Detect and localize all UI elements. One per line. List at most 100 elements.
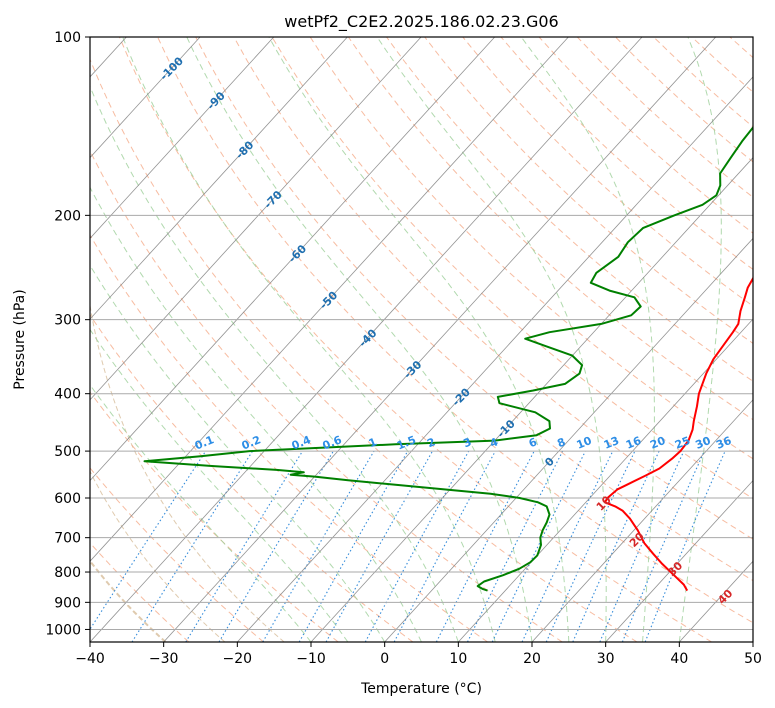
dry-adiabat <box>309 37 753 460</box>
mixing-ratio-line <box>364 450 470 642</box>
mixing-ratio-label: 1.5 <box>395 433 418 452</box>
dry-adiabat <box>90 542 190 642</box>
mixing-ratio-label: 0.1 <box>193 433 216 452</box>
mixing-ratio-label: 1 <box>367 435 379 450</box>
mixing-ratio-line <box>491 450 586 642</box>
x-axis-label: Temperature (°C) <box>360 681 482 697</box>
isotherm-line <box>752 641 753 642</box>
mixing-ratio-label: 36 <box>714 434 733 452</box>
dry-adiabat <box>386 37 753 382</box>
y-tick-label: 600 <box>54 491 81 507</box>
dry-adiabat <box>271 37 753 500</box>
mixing-ratio-line <box>467 450 564 642</box>
y-tick-label: 700 <box>54 531 81 547</box>
x-tick-label: 30 <box>597 651 615 667</box>
mixing-ratio-line <box>185 450 304 642</box>
mixing-ratio-lines <box>90 450 726 642</box>
mixing-ratio-line <box>262 450 375 642</box>
y-tick-label: 400 <box>54 387 81 403</box>
isotherm-line <box>90 37 569 562</box>
moist-adiabat <box>678 37 722 642</box>
theta-labels: 10 20 30 40 <box>594 493 736 607</box>
isotherm-line <box>90 37 275 239</box>
isotherm-line <box>163 37 717 642</box>
x-tick-label: −40 <box>75 651 105 667</box>
plot-background: -100-90-80-70-60-50-40-30-20-100 0.1 0.2 0… <box>90 37 753 642</box>
mixing-ratio-line <box>621 450 705 642</box>
mixing-ratio-line <box>90 450 207 631</box>
x-tick-label: −10 <box>296 651 326 667</box>
mixing-ratio-line <box>572 450 660 642</box>
mixing-ratio-label: 0.6 <box>321 433 344 452</box>
mixing-ratio-label: 25 <box>673 434 692 452</box>
dry-adiabat <box>195 37 753 582</box>
dry-adiabat <box>90 391 339 642</box>
isotherm-line <box>90 37 201 159</box>
dry-adiabat <box>118 37 712 642</box>
dry-adiabat <box>90 467 264 642</box>
dry-adiabat <box>157 37 753 624</box>
mixing-ratio-line <box>644 450 726 642</box>
y-tick-label: 1000 <box>45 622 81 638</box>
moist-adiabat <box>90 328 349 642</box>
y-tick-label: 800 <box>54 565 81 581</box>
x-tick-label: 10 <box>449 651 467 667</box>
mixing-ratio-label: 8 <box>555 435 567 450</box>
isotherm-line <box>90 37 348 320</box>
mixing-ratio-line <box>599 450 685 642</box>
moist-adiabat <box>186 37 533 642</box>
dry-adiabat <box>90 313 414 642</box>
theta-label: 20 <box>627 530 647 550</box>
mixing-ratio-label: 16 <box>624 434 643 452</box>
chart-title: wetPf2_C2E2.2025.186.02.23.G06 <box>284 12 558 32</box>
moist-adiabat <box>122 37 496 642</box>
isotherms <box>90 37 753 642</box>
mixing-ratio-line <box>131 450 254 642</box>
theta-label: 40 <box>715 587 735 607</box>
isotherm-line <box>384 237 753 642</box>
temperature-line <box>604 276 753 592</box>
isotherm-line <box>90 37 643 642</box>
x-tick-label: −20 <box>223 651 253 667</box>
y-tick-label: 200 <box>54 208 81 224</box>
x-axis: −40 −30 −20 −10 0 10 20 30 40 50 <box>75 642 762 667</box>
x-tick-label: 0 <box>380 651 389 667</box>
sounding-series <box>143 125 753 592</box>
moist-adiabat <box>90 85 459 642</box>
isotherm-line <box>531 399 753 642</box>
plot-frame <box>89 36 754 643</box>
temperature-guide-lines <box>90 37 285 642</box>
theta-label: 10 <box>594 493 614 513</box>
dry-adiabat <box>424 37 753 344</box>
mixing-ratio-line <box>325 450 433 642</box>
moist-adiabat <box>520 37 655 642</box>
dry-adiabat <box>90 234 488 642</box>
mixing-ratio-label: 3 <box>461 435 473 450</box>
moist-adiabat <box>268 37 570 642</box>
mixing-ratio-line <box>521 450 614 642</box>
dry-adiabat <box>576 37 753 198</box>
theta-label: 30 <box>665 559 685 579</box>
mixing-ratio-line <box>218 450 334 642</box>
dry-adiabat <box>90 58 638 642</box>
temperature-guide-line <box>90 37 285 642</box>
dry-adiabat <box>653 37 753 128</box>
dry-adiabats <box>90 37 753 642</box>
mixing-ratio-label: 20 <box>648 434 667 452</box>
mixing-ratio-label: 30 <box>693 434 712 452</box>
moist-adiabat <box>376 37 607 642</box>
isotherm-line <box>605 479 753 642</box>
x-tick-label: 50 <box>744 651 762 667</box>
isotherm-label: -100 <box>157 54 186 83</box>
mixing-ratio-label: 13 <box>602 434 621 452</box>
x-tick-label: −30 <box>149 651 179 667</box>
y-tick-label: 100 <box>54 30 81 46</box>
isotherm-line <box>90 37 422 401</box>
mixing-ratio-label: 0.4 <box>290 433 313 452</box>
moist-adiabat <box>90 186 422 642</box>
isotherm-line <box>310 157 753 642</box>
y-tick-label: 500 <box>54 444 81 460</box>
x-tick-label: 40 <box>670 651 688 667</box>
mixing-ratio-label: 2 <box>425 435 437 450</box>
